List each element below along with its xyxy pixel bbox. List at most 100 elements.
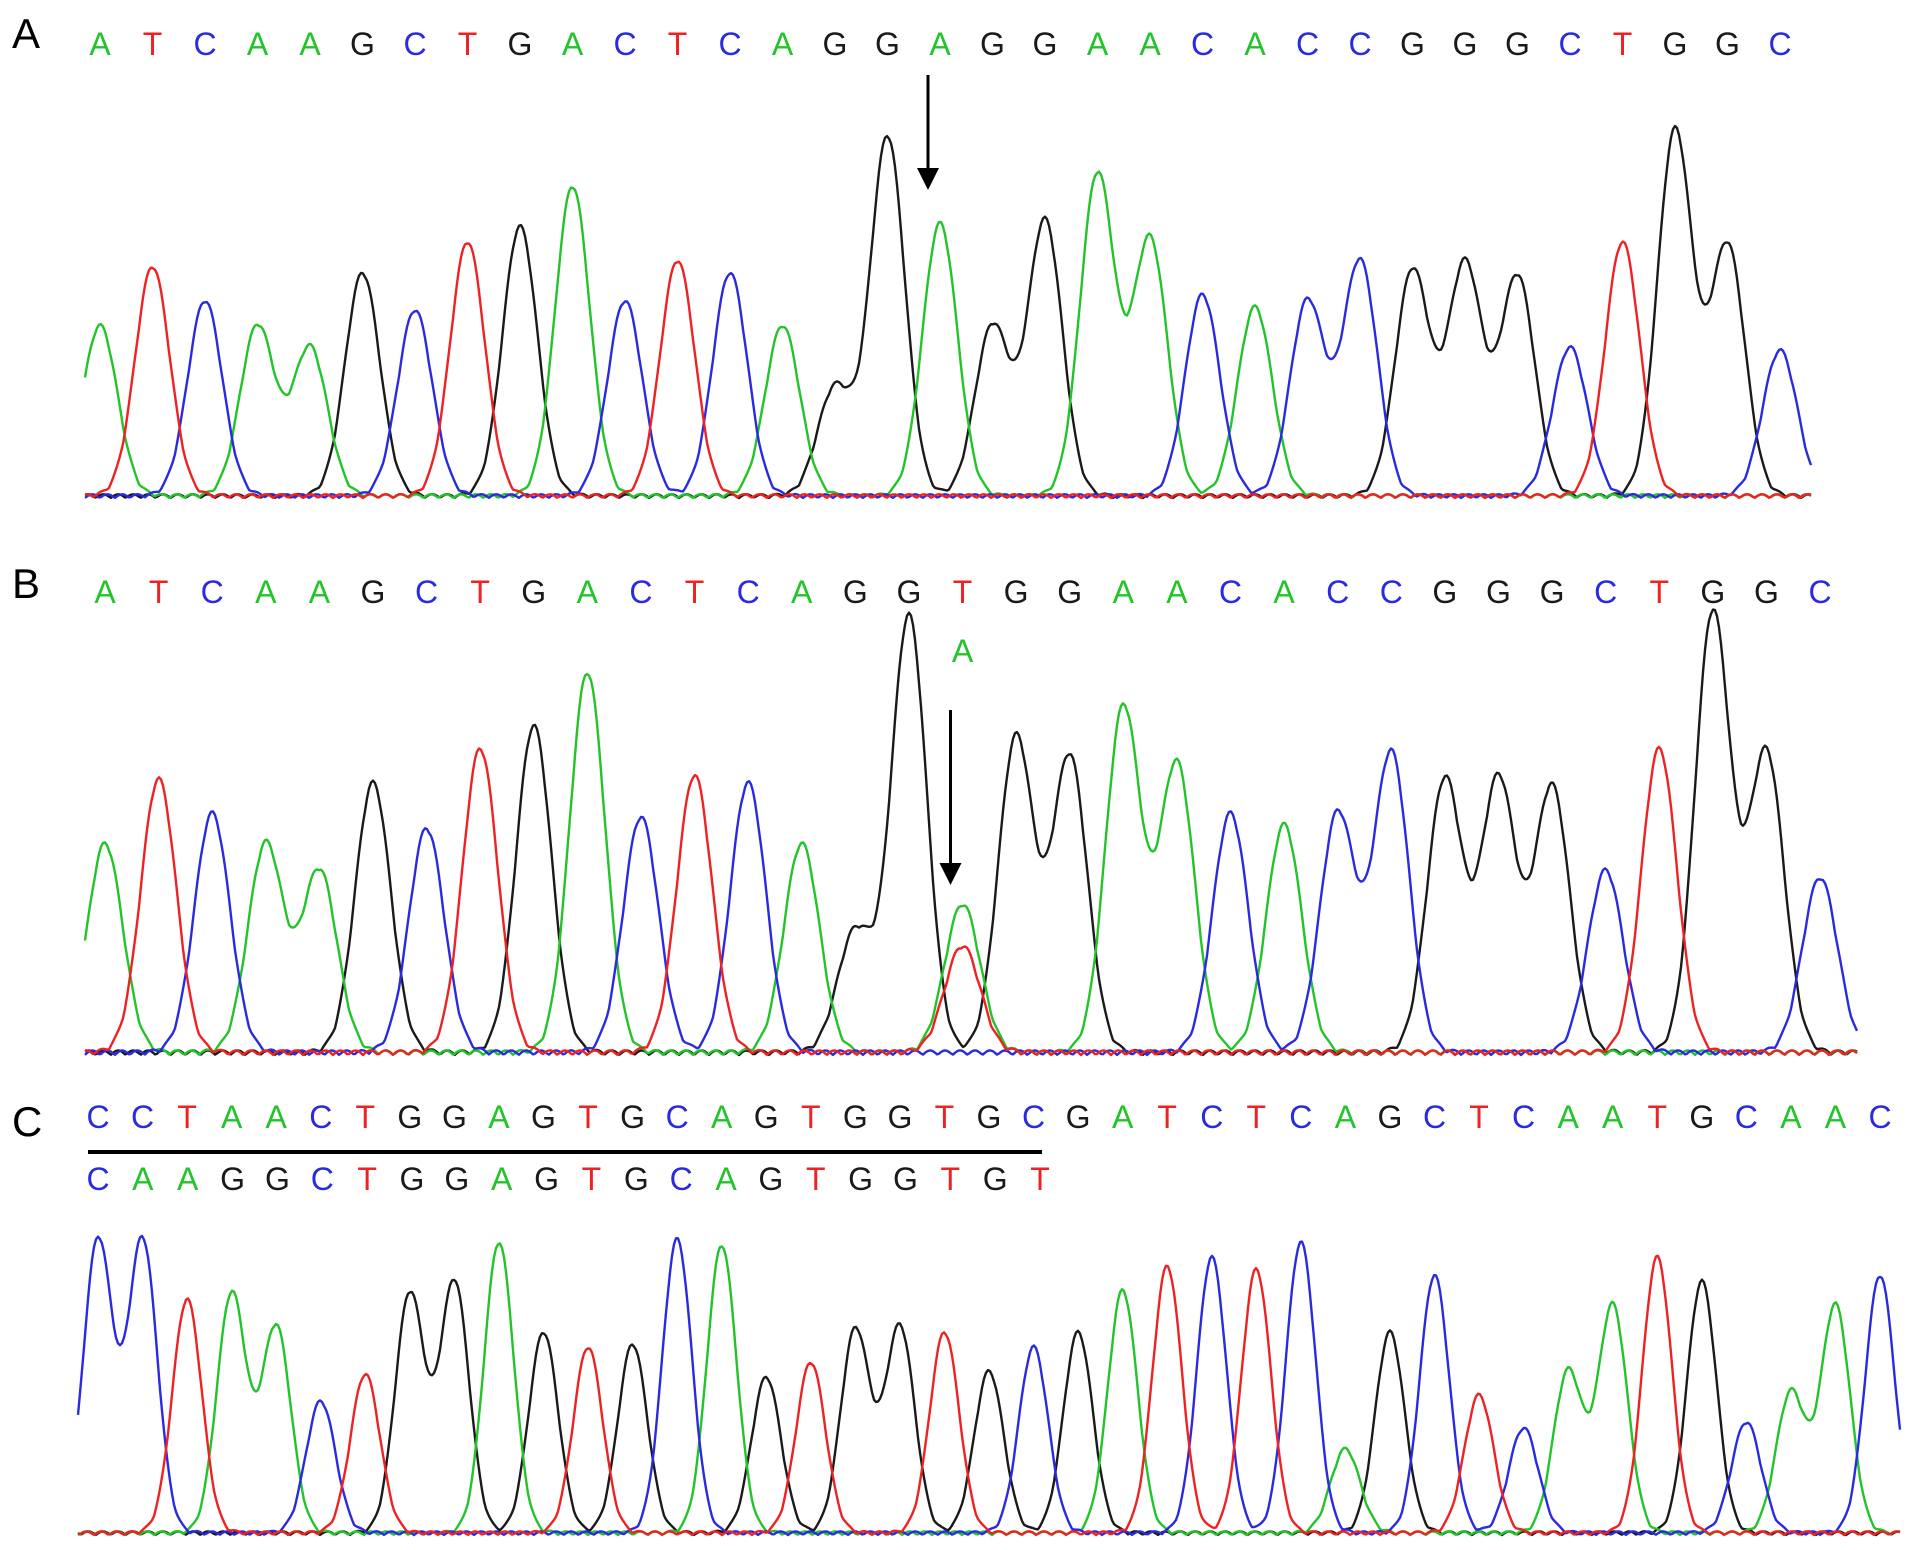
panel-c-label: C — [12, 1098, 43, 1145]
base-call: T — [685, 574, 705, 610]
second-base-call: A — [715, 1161, 737, 1197]
base-call: A — [1780, 1099, 1802, 1135]
base-call: A — [1113, 574, 1135, 610]
base-call: C — [666, 1099, 689, 1135]
second-base-call: G — [983, 1161, 1008, 1197]
second-base-call: C — [670, 1161, 693, 1197]
base-call: T — [801, 1099, 821, 1135]
mutation-arrow-head — [917, 168, 939, 190]
base-call: T — [953, 574, 973, 610]
secondary-base-call: A — [952, 633, 974, 669]
base-call: C — [1289, 1099, 1312, 1135]
base-call: A — [929, 26, 951, 62]
base-call: A — [1825, 1099, 1847, 1135]
base-call: C — [403, 26, 426, 62]
trace-g — [84, 124, 1812, 500]
base-call: C — [131, 1099, 154, 1135]
second-base-call: G — [534, 1161, 559, 1197]
base-call: T — [1613, 26, 1633, 62]
base-call: A — [255, 574, 277, 610]
second-base-call: G — [220, 1161, 245, 1197]
trace-t — [84, 240, 1812, 500]
base-call: T — [356, 1099, 376, 1135]
base-call: A — [1087, 26, 1109, 62]
base-call: T — [935, 1099, 955, 1135]
base-call: G — [1066, 1099, 1091, 1135]
base-call: G — [875, 26, 900, 62]
base-call: G — [1486, 574, 1511, 610]
base-call: T — [668, 26, 688, 62]
base-call: A — [221, 1099, 243, 1135]
second-base-call: T — [582, 1161, 602, 1197]
base-call: G — [397, 1099, 422, 1135]
second-base-call: C — [86, 1161, 109, 1197]
base-call: G — [1400, 26, 1425, 62]
base-call: C — [1558, 26, 1581, 62]
base-call: A — [1273, 574, 1295, 610]
base-call: C — [1191, 26, 1214, 62]
base-call: G — [1540, 574, 1565, 610]
base-call: T — [1157, 1099, 1177, 1135]
base-call: G — [754, 1099, 779, 1135]
base-call: C — [201, 574, 224, 610]
base-call: G — [1663, 26, 1688, 62]
second-base-call: T — [1030, 1161, 1050, 1197]
base-call: G — [843, 1099, 868, 1135]
base-call: T — [578, 1099, 598, 1135]
second-base-call: A — [177, 1161, 199, 1197]
base-call: C — [415, 574, 438, 610]
base-call: A — [266, 1099, 288, 1135]
base-call: C — [309, 1099, 332, 1135]
base-call: C — [1868, 1099, 1891, 1135]
base-call: G — [1432, 574, 1457, 610]
second-base-call: G — [400, 1161, 425, 1197]
base-call: A — [94, 574, 116, 610]
base-call: C — [1423, 1099, 1446, 1135]
second-base-call: A — [132, 1161, 154, 1197]
base-call: A — [89, 26, 111, 62]
base-call: G — [980, 26, 1005, 62]
second-base-call: T — [806, 1161, 826, 1197]
trace-a — [77, 1242, 1901, 1537]
base-call: G — [977, 1099, 1002, 1135]
base-call: G — [887, 1099, 912, 1135]
base-call: A — [1166, 574, 1188, 610]
base-call: G — [1715, 26, 1740, 62]
base-call: C — [1808, 574, 1831, 610]
base-call: C — [1200, 1099, 1223, 1135]
base-call: C — [1022, 1099, 1045, 1135]
base-call: G — [521, 574, 546, 610]
base-call: A — [772, 26, 794, 62]
base-call: C — [1594, 574, 1617, 610]
base-call: T — [1647, 1099, 1667, 1135]
base-call: G — [1033, 26, 1058, 62]
base-call: T — [143, 26, 163, 62]
base-call: A — [1557, 1099, 1579, 1135]
second-base-call: G — [848, 1161, 873, 1197]
base-call: A — [247, 26, 269, 62]
trace-t — [77, 1254, 1901, 1537]
base-call: A — [1112, 1099, 1134, 1135]
second-base-call: T — [941, 1161, 961, 1197]
base-call: C — [193, 26, 216, 62]
base-call: G — [361, 574, 386, 610]
base-call: G — [1505, 26, 1530, 62]
second-base-call: A — [491, 1161, 513, 1197]
base-call: G — [1700, 574, 1725, 610]
base-call: C — [737, 574, 760, 610]
base-call: G — [823, 26, 848, 62]
base-call: T — [1649, 574, 1669, 610]
base-call: A — [791, 574, 813, 610]
trace-g — [84, 608, 1858, 1057]
trace-t — [84, 745, 1858, 1057]
panel-b-label: B — [12, 560, 41, 607]
second-base-call: T — [357, 1161, 377, 1197]
base-call: G — [1378, 1099, 1403, 1135]
base-call: A — [1335, 1099, 1357, 1135]
mutation-arrow-head — [939, 863, 962, 885]
base-call: A — [1139, 26, 1161, 62]
base-call: T — [458, 26, 478, 62]
